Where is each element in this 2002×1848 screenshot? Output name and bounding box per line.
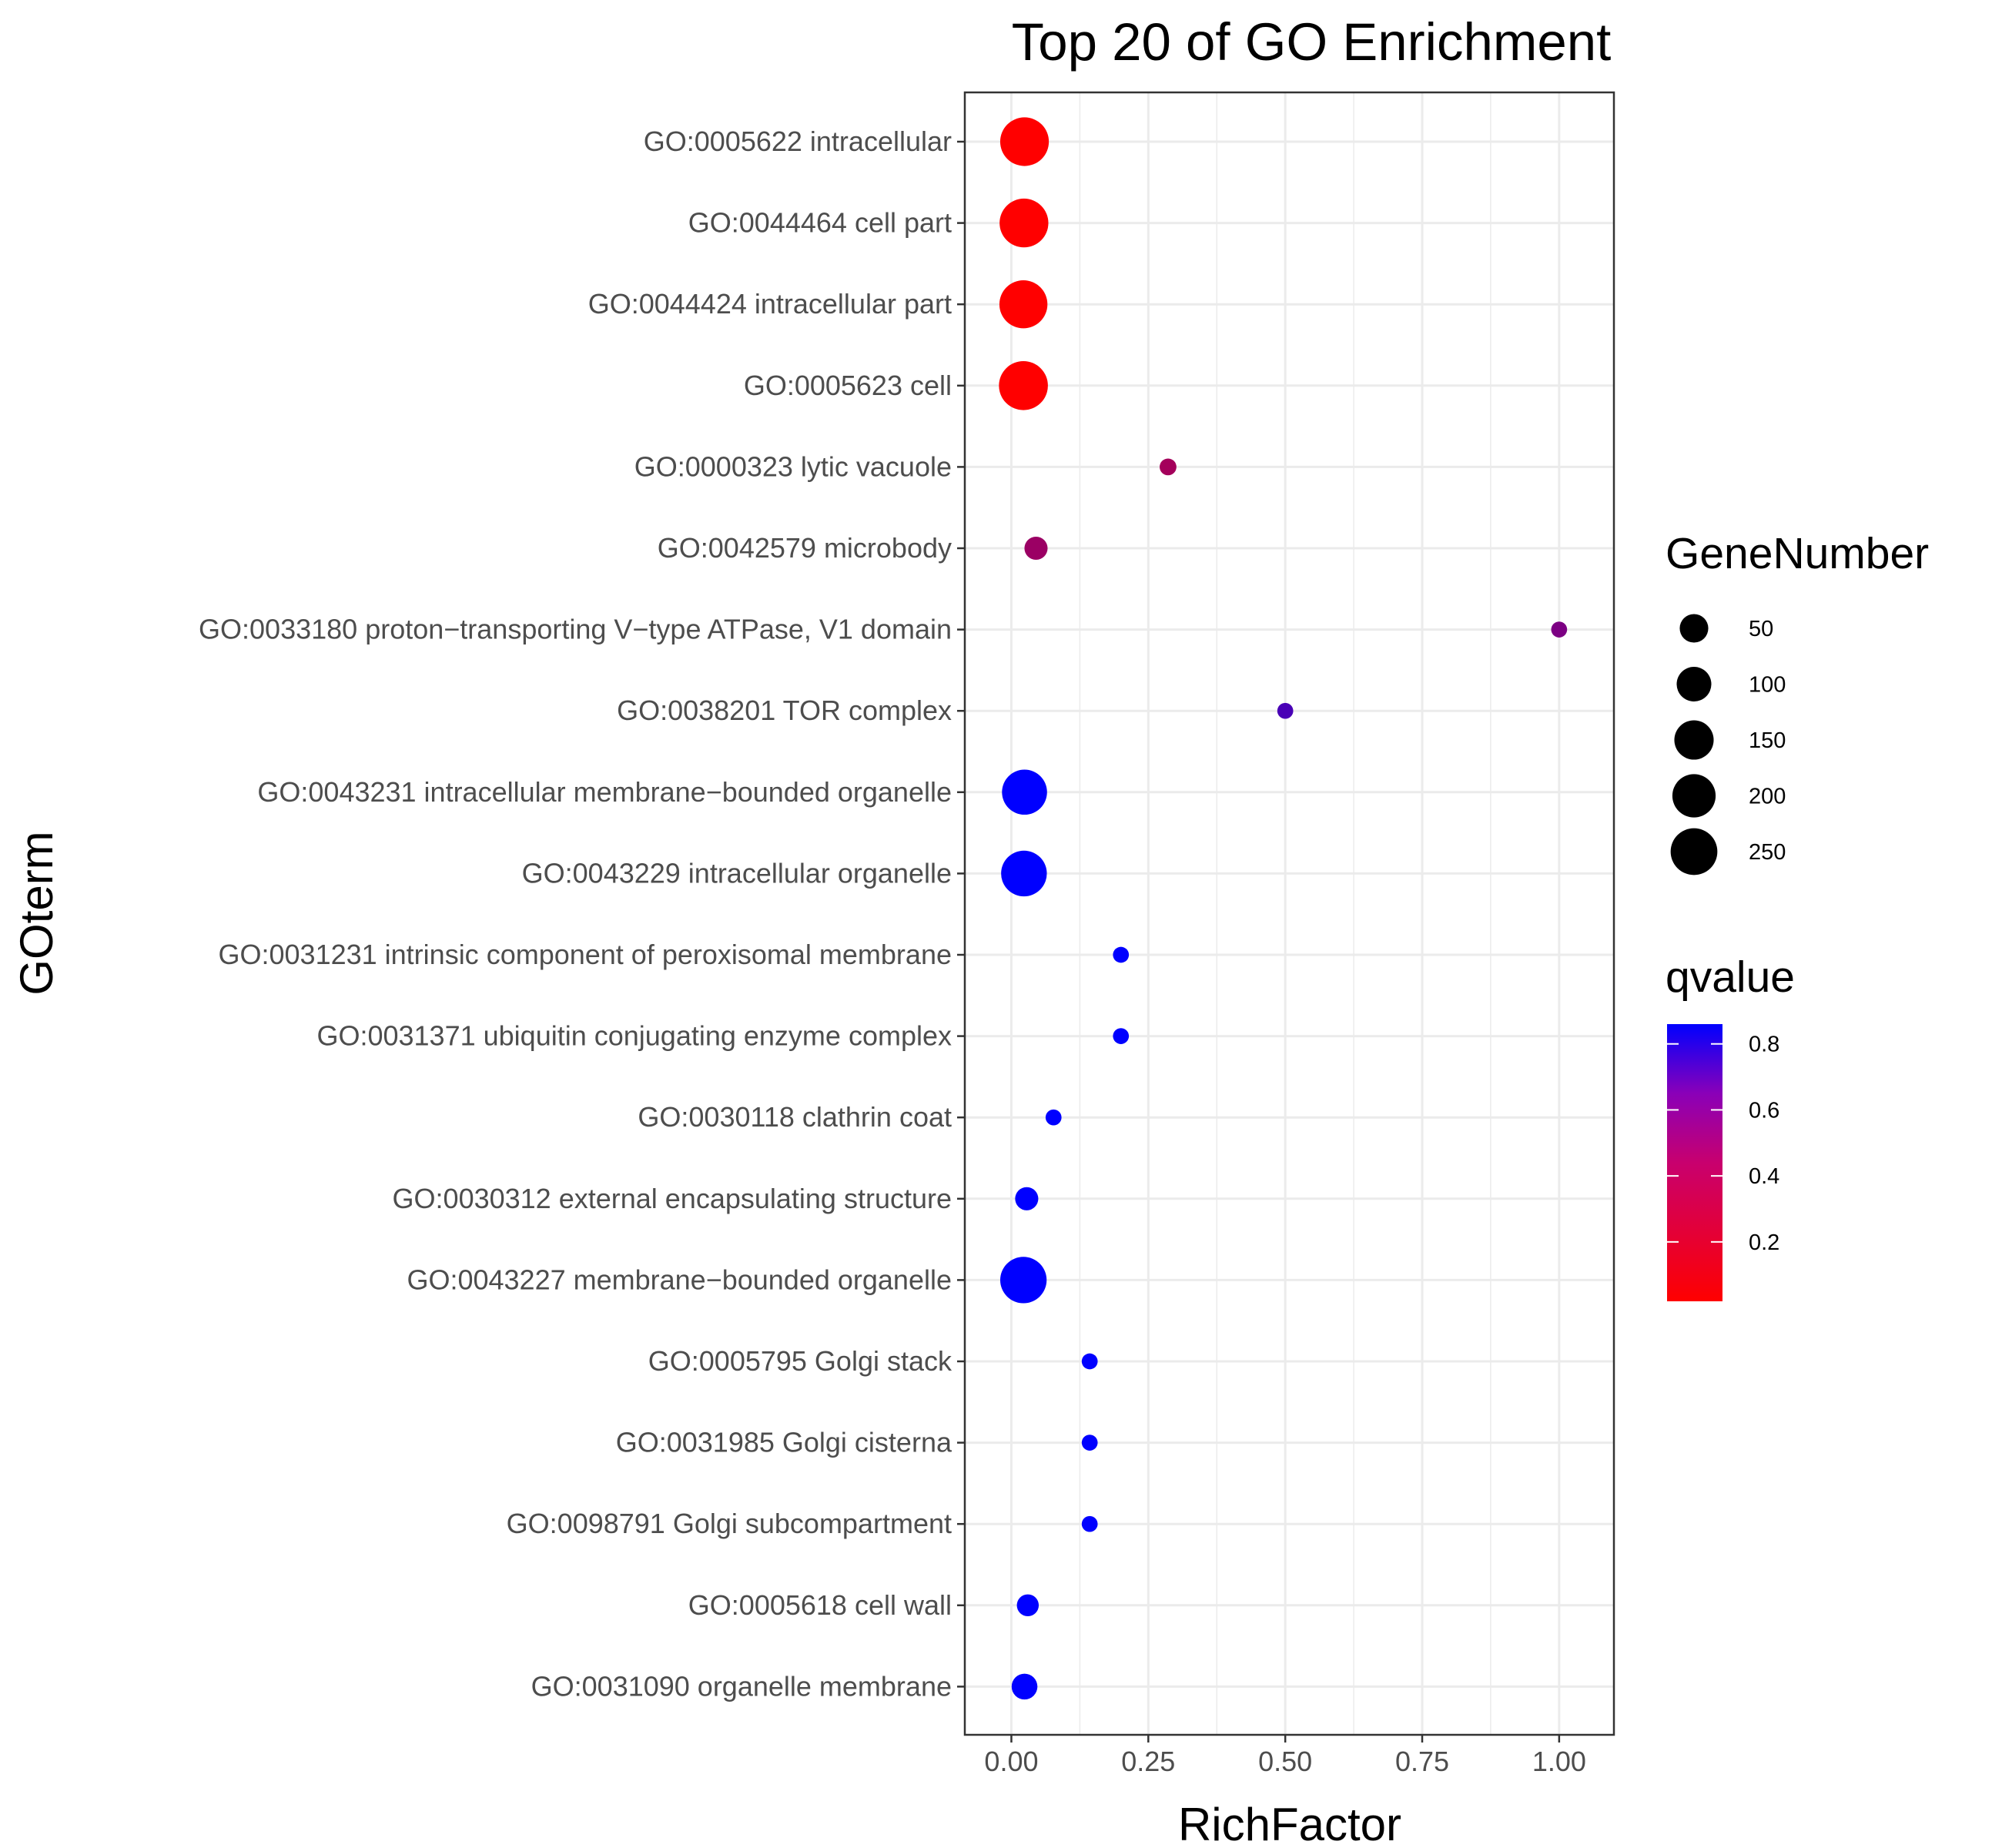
color-legend-label: 0.6 [1749, 1098, 1779, 1123]
size-legend-label: 100 [1749, 673, 1786, 698]
y-tick-label: GO:0044464 cell part [688, 207, 952, 239]
y-tick-label: GO:0005622 intracellular [644, 126, 952, 157]
size-legend-key [1670, 828, 1718, 875]
y-tick-label: GO:0030312 external encapsulating struct… [393, 1183, 952, 1214]
y-axis-title: GOterm [11, 831, 62, 995]
data-point [1045, 1109, 1062, 1126]
size-legend: GeneNumber 50 100 150 200 250 [1666, 529, 1929, 875]
color-legend-label: 0.8 [1749, 1033, 1779, 1057]
size-legend-key [1679, 614, 1709, 643]
color-legend-items: 0.2 0.4 0.6 0.8 [1667, 1033, 1779, 1255]
x-tick-label: 1.00 [1532, 1746, 1586, 1777]
y-tick-label: GO:0031231 intrinsic component of peroxi… [219, 939, 952, 970]
y-tick-label: GO:0031090 organelle membrane [531, 1670, 952, 1702]
data-point [999, 361, 1048, 410]
plot-background [965, 92, 1614, 1735]
y-tick-label: GO:0098791 Golgi subcompartment [507, 1508, 952, 1539]
size-legend-label: 200 [1749, 785, 1786, 809]
data-point [1277, 702, 1294, 719]
data-point [1113, 946, 1130, 963]
y-tick-label: GO:0033180 proton−transporting V−type AT… [199, 614, 952, 645]
plot-border [963, 91, 1615, 1736]
data-point [1551, 621, 1568, 638]
data-point [1002, 769, 1047, 815]
data-point [1015, 1187, 1039, 1210]
x-tick-label: 0.25 [1121, 1746, 1175, 1777]
size-legend-label: 250 [1749, 840, 1786, 865]
data-point [1011, 1673, 1038, 1700]
size-legend-label: 150 [1749, 728, 1786, 753]
y-tick-label: GO:0030118 clathrin coat [638, 1101, 952, 1133]
size-legend-key [1672, 774, 1716, 818]
color-legend-label: 0.2 [1749, 1230, 1779, 1255]
size-legend-title: GeneNumber [1666, 529, 1929, 578]
data-point [999, 1257, 1047, 1304]
grid-lines [965, 92, 1614, 1735]
y-tick-label: GO:0005795 Golgi stack [648, 1345, 952, 1377]
data-point [1160, 458, 1177, 476]
y-tick-label: GO:0043229 intracellular organelle [522, 857, 952, 889]
y-tick-label: GO:0044424 intracellular part [588, 288, 952, 320]
y-tick-label: GO:0005618 cell wall [688, 1589, 952, 1621]
data-point [1081, 1515, 1098, 1532]
size-legend-label: 50 [1749, 617, 1773, 641]
color-legend: qvalue 0.2 0.4 0.6 0.8 [1666, 952, 1795, 1301]
data-point [999, 117, 1050, 166]
y-tick-label: GO:0043227 membrane−bounded organelle [407, 1264, 952, 1295]
data-point [1016, 1594, 1040, 1617]
color-legend-title: qvalue [1666, 952, 1795, 1002]
data-points [999, 117, 1568, 1700]
data-point [999, 198, 1049, 248]
x-tick-label: 0.50 [1258, 1746, 1312, 1777]
y-tick-label: GO:0031371 ubiquitin conjugating enzyme … [316, 1020, 952, 1052]
qvalue-colorbar [1667, 1024, 1722, 1301]
y-tick-label: GO:0038201 TOR complex [617, 695, 952, 726]
x-tick-label: 0.75 [1395, 1746, 1449, 1777]
chart-title: Top 20 of GO Enrichment [1012, 12, 1612, 72]
y-tick-label: GO:0042579 microbody [658, 532, 952, 564]
x-axis-title: RichFactor [1178, 1799, 1401, 1848]
y-tick-label: GO:0000323 lytic vacuole [634, 450, 952, 482]
x-tick-label: 0.00 [984, 1746, 1038, 1777]
x-axis-ticks: 0.00 0.25 0.50 0.75 1.00 [984, 1735, 1586, 1777]
y-tick-label: GO:0043231 intracellular membrane−bounde… [257, 776, 952, 808]
data-point [999, 280, 1048, 329]
data-point [1081, 1353, 1098, 1370]
size-legend-key [1676, 667, 1712, 701]
data-point [1081, 1435, 1098, 1451]
data-point [1024, 536, 1048, 561]
y-axis-ticks: GO:0005622 intracellular GO:0044464 cell … [199, 126, 965, 1702]
size-legend-key [1674, 720, 1714, 760]
size-legend-items: 50 100 150 200 250 [1670, 614, 1786, 875]
data-point [1001, 850, 1047, 897]
y-tick-label: GO:0005623 cell [744, 370, 952, 401]
color-legend-label: 0.4 [1749, 1164, 1779, 1189]
data-point [1113, 1028, 1130, 1044]
y-tick-label: GO:0031985 Golgi cisterna [616, 1427, 952, 1458]
